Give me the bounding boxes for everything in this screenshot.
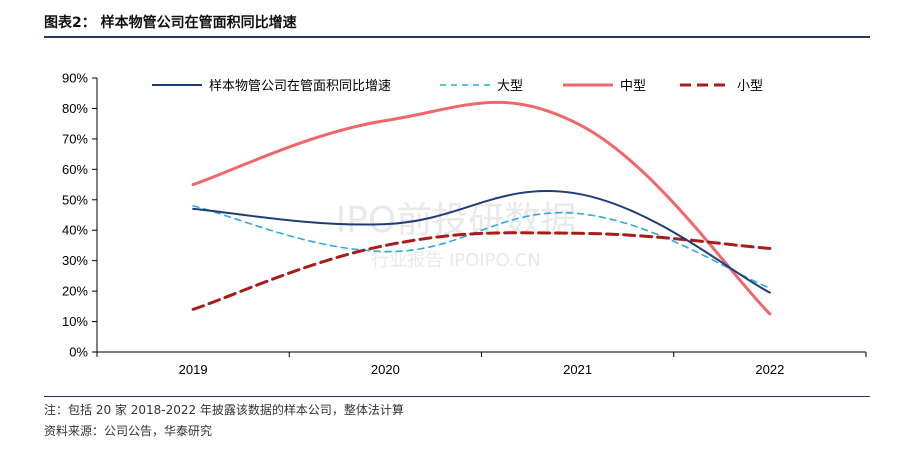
legend-label-0: 样本物管公司在管面积同比增速 [209,79,391,94]
y-tick-label: 40% [62,223,88,238]
source-note: 资料来源：公司公告，华泰研究 [44,424,213,438]
title-rule [44,36,870,38]
x-tick-label: 2020 [371,362,400,377]
y-tick-label: 50% [62,192,88,207]
legend-label-3: 小型 [737,79,763,94]
y-tick-label: 70% [62,131,88,146]
x-tick-label: 2021 [563,362,592,377]
y-tick-label: 90% [62,71,88,86]
y-tick-label: 30% [62,253,88,268]
legend: 样本物管公司在管面积同比增速 大型 中型 小型 [152,79,763,94]
series-line-0 [192,189,771,294]
axes: 0% 10% 20% 30% 40% 50% 60% 70% 80% 90% 2019 2020 202… [62,71,867,377]
series-line-1 [192,205,771,289]
y-tick-label: 0% [69,345,88,360]
y-tick-label: 10% [62,314,88,329]
x-tick-label: 2019 [179,362,208,377]
y-tick-label: 80% [62,101,88,116]
series-lines [191,100,772,316]
footer-rule [44,396,870,397]
watermark-sub: 行业报告 IPOIPO.CN [371,250,540,271]
footnote: 注：包括 20 家 2018-2022 年披露该数据的样本公司，整体法计算 [44,403,404,417]
legend-label-1: 大型 [497,79,523,94]
y-tick-label: 20% [62,284,88,299]
x-tick-label: 2022 [755,362,784,377]
chart-title: 图表2： 样本物管公司在管面积同比增速 [44,15,297,31]
y-tick-label: 60% [62,162,88,177]
series-line-3 [191,231,772,311]
legend-label-2: 中型 [620,79,646,94]
series-line-2 [191,100,772,316]
